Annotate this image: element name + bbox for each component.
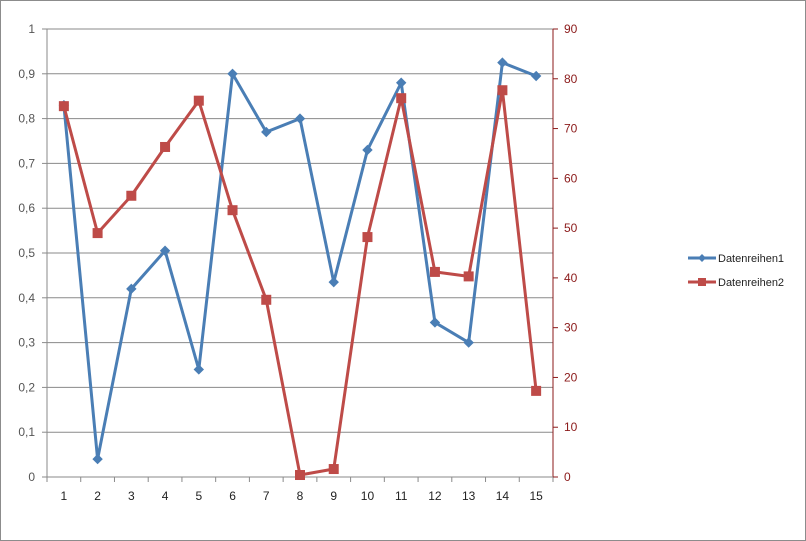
data-point <box>261 126 272 138</box>
right-tick-label: 0 <box>564 470 571 484</box>
x-tick-label: 5 <box>195 489 202 503</box>
x-tick-label: 4 <box>162 489 169 503</box>
left-tick-label: 0,6 <box>18 201 35 215</box>
data-point <box>227 205 238 216</box>
data-point <box>58 101 69 112</box>
legend: Datenreihen1 Datenreihen2 <box>688 253 784 289</box>
series-line-2 <box>62 88 538 477</box>
data-point <box>530 70 542 82</box>
gridlines <box>47 28 553 478</box>
left-tick-label: 0,8 <box>18 112 35 126</box>
data-point <box>193 95 204 106</box>
legend-marker <box>698 278 706 286</box>
x-tick-label: 15 <box>529 489 543 503</box>
data-point <box>193 364 205 375</box>
axes <box>42 28 558 482</box>
x-tick-label: 1 <box>61 489 68 503</box>
x-tick-label: 6 <box>229 489 236 503</box>
series-layer <box>58 57 542 481</box>
data-point <box>92 228 103 239</box>
data-point <box>92 453 103 465</box>
data-point <box>463 337 474 348</box>
right-axis-tick-labels: 0 10 20 30 40 50 60 70 80 90 <box>564 22 578 484</box>
left-tick-label: 0,9 <box>18 67 35 81</box>
data-point <box>294 113 306 124</box>
data-point <box>328 464 339 475</box>
data-point <box>295 470 305 481</box>
data-point <box>126 283 137 295</box>
x-tick-label: 9 <box>330 489 337 503</box>
legend-label: Datenreihen1 <box>718 253 784 265</box>
data-point <box>396 93 407 104</box>
x-tick-label: 13 <box>462 489 476 503</box>
x-tick-label: 14 <box>496 489 510 503</box>
left-tick-label: 0,2 <box>18 380 35 394</box>
legend-marker <box>698 254 706 262</box>
left-tick-label: 0,4 <box>18 291 35 305</box>
left-tick-label: 0 <box>28 470 35 484</box>
right-tick-label: 60 <box>564 171 578 185</box>
left-tick-label: 0,7 <box>18 156 35 170</box>
data-point <box>362 144 373 156</box>
data-point <box>328 276 339 288</box>
right-tick-label: 40 <box>564 271 578 285</box>
x-axis-tick-labels: 1 2 3 4 5 6 7 8 9 10 11 12 13 14 15 <box>61 489 544 503</box>
x-tick-label: 10 <box>361 489 375 503</box>
right-tick-label: 20 <box>564 370 578 384</box>
data-point <box>497 57 508 68</box>
x-tick-label: 8 <box>297 489 304 503</box>
data-point <box>160 141 171 152</box>
x-tick-label: 3 <box>128 489 135 503</box>
x-tick-label: 11 <box>395 489 408 503</box>
data-point <box>429 317 441 328</box>
right-tick-label: 10 <box>564 420 578 434</box>
x-tick-label: 2 <box>94 489 101 503</box>
left-tick-label: 1 <box>28 22 35 36</box>
left-axis-tick-labels: 0 0,1 0,2 0,3 0,4 0,5 0,6 0,7 0,8 0,9 1 <box>18 22 35 484</box>
data-point <box>497 85 508 96</box>
legend-label: Datenreihen2 <box>718 277 784 289</box>
data-point <box>531 385 542 396</box>
data-point <box>261 294 272 305</box>
right-tick-label: 70 <box>564 122 578 136</box>
right-tick-label: 80 <box>564 72 578 86</box>
data-point <box>126 190 137 201</box>
right-tick-label: 30 <box>564 321 578 335</box>
left-tick-label: 0,3 <box>18 336 35 350</box>
right-tick-label: 50 <box>564 221 578 235</box>
data-point <box>227 68 238 80</box>
data-point <box>429 266 440 277</box>
left-tick-label: 0,5 <box>18 246 35 260</box>
x-tick-label: 12 <box>428 489 442 503</box>
data-point <box>395 77 407 88</box>
left-tick-label: 0,1 <box>18 425 35 439</box>
right-tick-label: 90 <box>564 22 578 36</box>
data-point <box>463 271 474 282</box>
x-tick-label: 7 <box>263 489 270 503</box>
data-point <box>362 232 373 243</box>
data-point <box>159 245 171 256</box>
